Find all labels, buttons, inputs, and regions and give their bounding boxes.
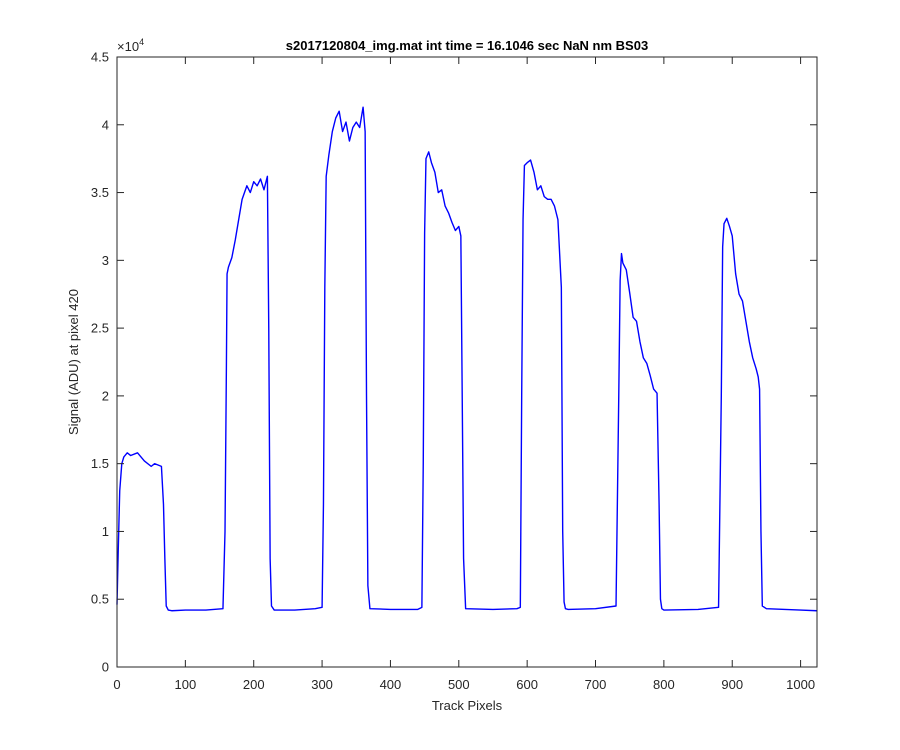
y-axis-label: Signal (ADU) at pixel 420	[66, 289, 81, 435]
x-tick-label: 100	[175, 677, 197, 692]
x-axis-label: Track Pixels	[432, 698, 503, 713]
x-tick-label: 900	[721, 677, 743, 692]
x-tick-label: 200	[243, 677, 265, 692]
y-tick-label: 2.5	[91, 321, 109, 336]
x-tick-label: 700	[585, 677, 607, 692]
x-tick-label: 1000	[786, 677, 815, 692]
y-tick-label: 1	[102, 524, 109, 539]
y-tick-label: 0.5	[91, 592, 109, 607]
y-tick-label: 3	[102, 253, 109, 268]
y-tick-label: 4	[102, 117, 109, 132]
y-tick-label: 2	[102, 388, 109, 403]
x-tick-label: 400	[380, 677, 402, 692]
x-tick-label: 500	[448, 677, 470, 692]
series-line	[116, 106, 818, 612]
axes-box	[116, 56, 818, 668]
plot-area	[116, 106, 818, 612]
y-exponent-label: ×104	[117, 37, 144, 54]
y-tick-label: 4.5	[91, 50, 109, 65]
y-tick-label: 3.5	[91, 185, 109, 200]
y-tick-label: 1.5	[91, 456, 109, 471]
x-tick-label: 300	[311, 677, 333, 692]
x-tick-label: 600	[516, 677, 538, 692]
y-tick-label: 0	[102, 660, 109, 675]
x-tick-label: 800	[653, 677, 675, 692]
chart-title: s2017120804_img.mat int time = 16.1046 s…	[286, 38, 648, 53]
x-tick-label: 0	[113, 677, 120, 692]
axis-ticks: 0 100 200 300 400 500 600 700 800 900 1000 0 0.5 1 1.5…	[91, 50, 817, 692]
